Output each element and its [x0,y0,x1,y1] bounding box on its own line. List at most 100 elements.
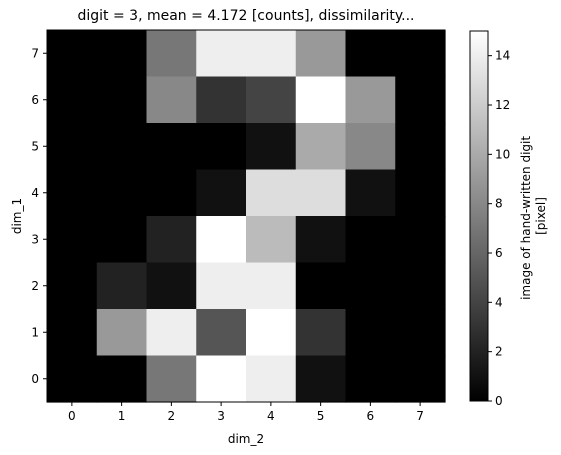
heatmap-cell [246,355,297,403]
x-axis-ticks: 0 1 2 3 4 5 6 7 [68,402,424,423]
heatmap-cell [295,76,347,124]
heatmap-cell [47,216,98,264]
colorbar-tick-label: 12 [495,98,510,112]
colorbar-label: image of hand-written digit [pixel] [519,132,548,300]
heatmap-cell [146,76,197,124]
colorbar-label-line1: image of hand-written digit [519,136,533,300]
heatmap-cell [295,169,347,217]
colorbar-tick-label: 10 [495,147,510,161]
heatmap-cell [96,216,148,264]
heatmap-cell [146,169,197,217]
heatmap-cell [345,30,396,78]
heatmap-cell [246,169,297,217]
heatmap-cell [246,262,297,310]
heatmap-cell [196,309,247,357]
heatmap-cell [96,123,148,171]
y-tick-label: 4 [31,186,39,200]
y-axis-ticks: 0 1 2 3 4 5 6 7 [31,46,47,386]
heatmap-cell [295,262,347,310]
heatmap-cell [345,262,396,310]
heatmap-cell [395,262,446,310]
x-tick-label: 6 [367,409,375,423]
x-tick-label: 7 [416,409,424,423]
heatmap-cell [345,355,396,403]
colorbar-tick-label: 2 [495,345,503,359]
heatmap-cell [295,355,347,403]
heatmap-cell [96,169,148,217]
heatmap-cell [96,30,148,78]
heatmap-cell [196,30,247,78]
y-tick-label: 3 [31,232,39,246]
heatmap-cell [146,216,197,264]
heatmap-cell [295,216,347,264]
heatmap-cell [196,216,247,264]
colorbar-tick-label: 4 [495,295,503,309]
heatmap-cell [345,76,396,124]
heatmap-cell [295,123,347,171]
heatmap-cell [395,169,446,217]
colorbar-tick-label: 14 [495,49,510,63]
heatmap-cell [146,262,197,310]
heatmap-cell [196,355,247,403]
heatmap-cell [146,123,197,171]
colorbar-tick-label: 8 [495,197,503,211]
heatmap-cell [146,309,197,357]
colorbar-tick-label: 6 [495,246,503,260]
heatmap-cell [395,216,446,264]
heatmap-cell [47,30,98,78]
heatmap-cell [47,76,98,124]
heatmap-cell [246,30,297,78]
colorbar-label-line2: [pixel] [534,197,548,235]
heatmap-cell [295,309,347,357]
heatmap-cell [295,30,347,78]
colorbar-ticks: 0 2 4 6 8 10 12 14 [488,49,510,408]
heatmap-cell [246,216,297,264]
x-tick-label: 1 [118,409,126,423]
heatmap-cell [246,309,297,357]
plot-frame [46,29,446,403]
heatmap-cell [246,76,297,124]
heatmap-cell [395,76,446,124]
y-tick-label: 5 [31,139,39,153]
heatmap-cell [96,76,148,124]
heatmap-cell [47,262,98,310]
heatmap-cell [395,123,446,171]
heatmap-cell [96,355,148,403]
heatmap-cell [345,309,396,357]
y-axis-label: dim_1 [10,198,24,234]
heatmap-cell [96,309,148,357]
y-tick-label: 1 [31,325,39,339]
heatmap-cell [246,123,297,171]
heatmap-cell [47,355,98,403]
heatmap-cell [395,355,446,403]
heatmap-cell [345,216,396,264]
chart-title: digit = 3, mean = 4.172 [counts], dissim… [78,8,415,24]
colorbar-tick-label: 0 [495,394,503,408]
x-tick-label: 5 [317,409,325,423]
heatmap-cell [196,169,247,217]
heatmap-cell [146,30,197,78]
y-tick-label: 6 [31,93,39,107]
heatmap-cell [47,169,98,217]
heatmap-cell [146,355,197,403]
x-tick-label: 4 [267,409,275,423]
x-tick-label: 0 [68,409,76,423]
heatmap-cell [196,123,247,171]
heatmap-cells [47,30,446,403]
y-tick-label: 2 [31,279,39,293]
heatmap-cell [47,123,98,171]
heatmap-cell [395,30,446,78]
colorbar [469,30,489,402]
y-tick-label: 0 [31,372,39,386]
heatmap-cell [345,123,396,171]
heatmap-cell [96,262,148,310]
heatmap-cell [196,262,247,310]
x-axis-label: dim_2 [228,432,264,446]
heatmap-cell [345,169,396,217]
heatmap-cell [47,309,98,357]
heatmap-cell [196,76,247,124]
x-tick-label: 3 [217,409,225,423]
x-tick-label: 2 [168,409,176,423]
y-tick-label: 7 [31,46,39,60]
